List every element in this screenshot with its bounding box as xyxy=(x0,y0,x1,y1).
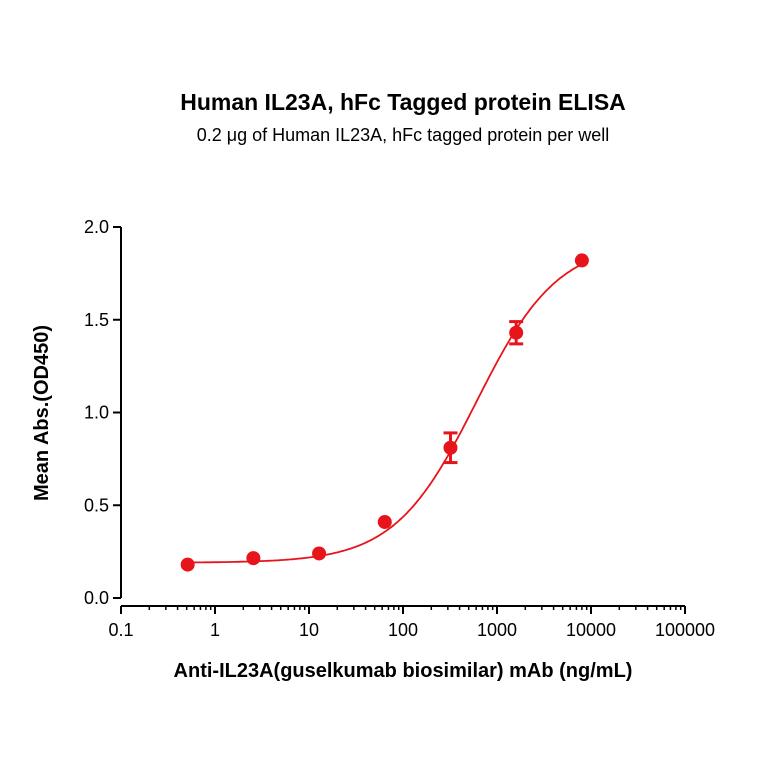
x-tick-label: 10000 xyxy=(566,620,616,640)
x-tick-label: 100000 xyxy=(655,620,715,640)
chart-title: Human IL23A, hFc Tagged protein ELISA xyxy=(180,89,626,115)
data-point xyxy=(574,253,589,268)
x-tick-label: 10 xyxy=(299,620,319,640)
data-point xyxy=(443,440,458,455)
data-point xyxy=(509,325,524,340)
y-tick-label: 2.0 xyxy=(84,217,109,237)
data-point xyxy=(180,557,195,572)
y-tick-label: 0.5 xyxy=(84,495,109,515)
y-tick-label: 1.5 xyxy=(84,310,109,330)
axes: 0.0 0.5 1.0 1.5 2.0 0.1 1 10 100 1000 10000 100000 xyxy=(84,217,715,640)
data-point xyxy=(246,551,261,566)
y-tick-label: 1.0 xyxy=(84,403,109,423)
data-point xyxy=(312,546,327,561)
data-point xyxy=(377,514,392,529)
y-tick-label: 0.0 xyxy=(84,588,109,608)
data-marks xyxy=(180,253,589,572)
x-tick-label: 1 xyxy=(210,620,220,640)
y-axis-label: Mean Abs.(OD450) xyxy=(31,325,53,501)
x-tick-label: 0.1 xyxy=(108,620,133,640)
x-axis-label: Anti-IL23A(guselkumab biosimilar) mAb (n… xyxy=(174,660,633,682)
x-tick-label: 1000 xyxy=(477,620,517,640)
chart-subtitle: 0.2 μg of Human IL23A, hFc tagged protei… xyxy=(197,125,610,145)
x-tick-label: 100 xyxy=(388,620,418,640)
